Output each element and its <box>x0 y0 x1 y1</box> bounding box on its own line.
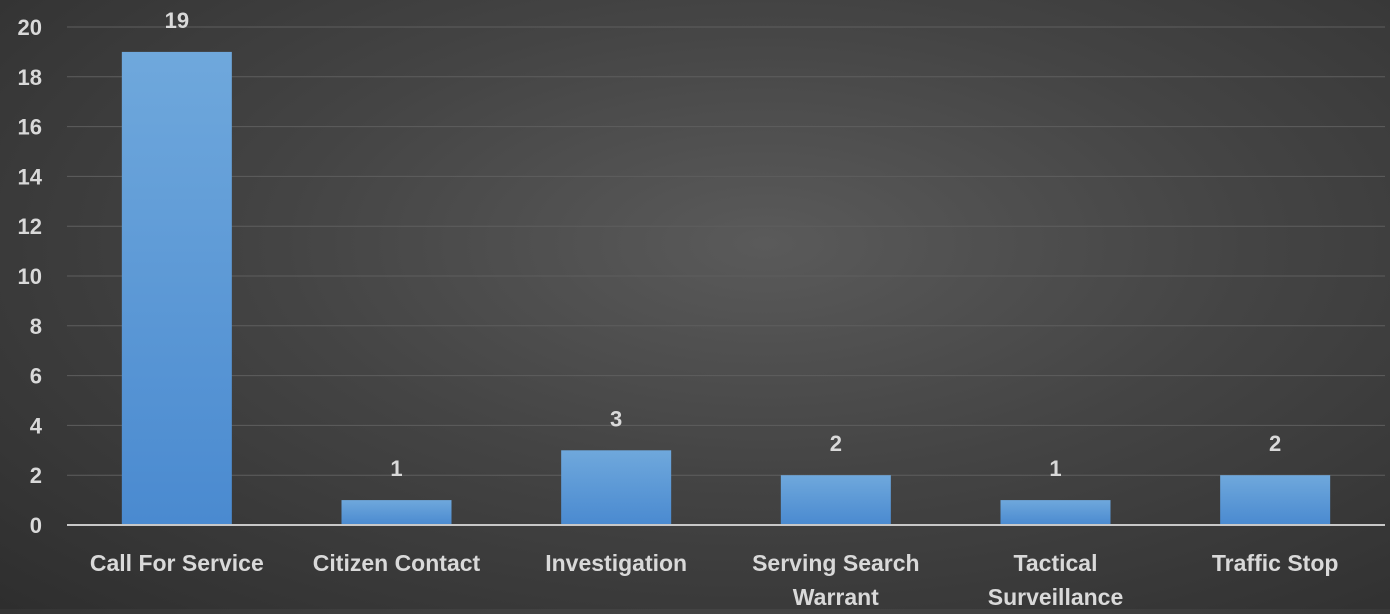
x-tick-label: Serving Search Warrant <box>752 550 919 609</box>
bars <box>121 51 1331 526</box>
y-tick-label: 6 <box>30 364 42 389</box>
data-label: 1 <box>1049 456 1061 481</box>
bar <box>561 450 672 525</box>
y-tick-label: 8 <box>30 314 42 339</box>
bar <box>121 51 232 526</box>
x-tick-label: Investigation <box>545 550 687 576</box>
x-tick-label-line: Traffic Stop <box>1212 550 1339 576</box>
x-tick-label-line: Citizen Contact <box>313 550 481 576</box>
labels: 19 Call For Service 1 Citizen Contact 3 Inves… <box>90 8 1339 610</box>
y-tick-label: 2 <box>30 463 42 488</box>
x-tick-label: Tactical Surveillance <box>988 550 1124 609</box>
x-tick-label-line: Surveillance <box>988 584 1124 609</box>
y-tick-label: 12 <box>18 214 42 239</box>
y-tick-label: 14 <box>18 164 43 189</box>
x-tick-label-line: Warrant <box>793 584 879 609</box>
y-tick-label: 18 <box>18 65 42 90</box>
x-tick-label-line: Investigation <box>545 550 687 576</box>
y-tick-label: 0 <box>30 513 42 538</box>
x-tick-label-line: Serving Search <box>752 550 919 576</box>
x-tick-label: Citizen Contact <box>313 550 481 576</box>
y-tick-label: 16 <box>18 115 42 140</box>
gridlines <box>67 26 1385 476</box>
bar <box>780 475 891 525</box>
x-tick-label: Call For Service <box>90 550 264 576</box>
x-tick-label-line: Tactical <box>1014 550 1098 576</box>
data-label: 2 <box>1269 431 1281 456</box>
bar <box>1220 475 1331 525</box>
bar <box>1000 500 1111 525</box>
data-label: 19 <box>165 8 189 33</box>
y-tick-label: 10 <box>18 264 42 289</box>
bar <box>341 500 452 525</box>
data-label: 3 <box>610 406 622 431</box>
data-label: 2 <box>830 431 842 456</box>
x-tick-label: Traffic Stop <box>1212 550 1339 576</box>
y-tick-label: 4 <box>30 413 43 438</box>
data-label: 1 <box>390 456 402 481</box>
x-tick-label-line: Call For Service <box>90 550 264 576</box>
y-tick-label: 20 <box>18 15 42 40</box>
